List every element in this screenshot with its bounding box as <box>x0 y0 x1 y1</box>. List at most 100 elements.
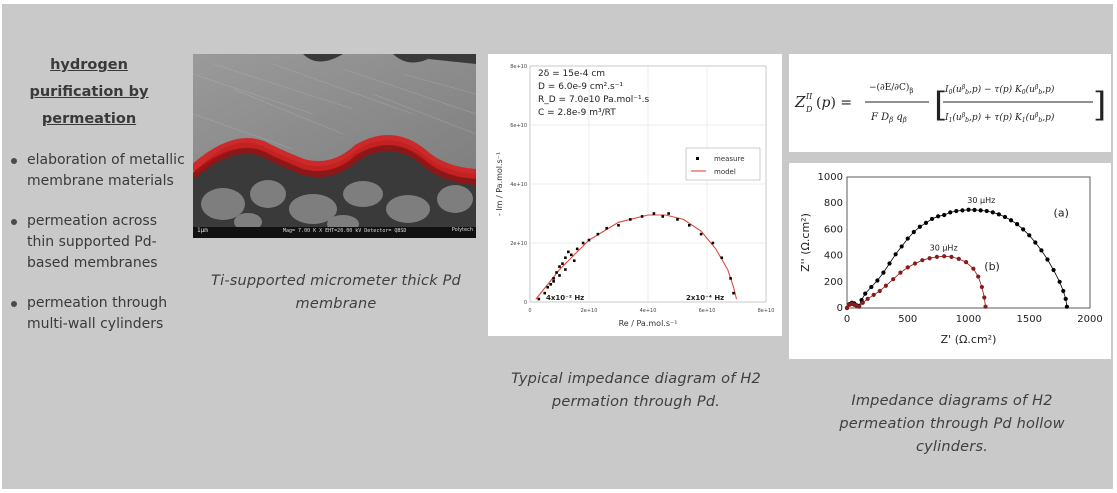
data-point <box>927 256 932 261</box>
x-axis-label: Z' (Ω.cm²) <box>941 333 997 346</box>
x-tick-label: 2e+10 <box>581 308 598 314</box>
y-tick-label: 1000 <box>818 172 843 183</box>
data-point <box>978 208 983 213</box>
y-tick-label: 2e+10 <box>510 241 527 247</box>
impedance-chart-2: 0 500 1000 1500 2000 0 200 400 600 800 1000 Z' (Ω.c… <box>789 163 1111 359</box>
data-point <box>971 266 976 271</box>
y-axis-label: - Im / Pa.mol.s⁻¹ <box>495 152 504 216</box>
data-point <box>871 292 876 297</box>
equation-svg: Z II D (p) = −(∂E/∂C)β F Dβ qβ [ I0(uβb,… <box>794 82 1106 125</box>
data-point <box>942 212 947 218</box>
data-point <box>912 261 918 266</box>
sem-caption: Ti-supported micrometer thick Pd membran… <box>211 273 461 312</box>
data-point <box>869 284 874 290</box>
data-point <box>1063 296 1068 301</box>
data-point <box>887 261 892 266</box>
data-point <box>1064 304 1070 309</box>
y-axis-label: Z'' (Ω.cm²) <box>799 213 812 272</box>
sem-image: 1µm Mag= 7.00 K X EHT=20.00 kV Detector=… <box>193 54 476 238</box>
data-point-measure <box>552 280 555 283</box>
data-point <box>865 296 870 301</box>
data-point-measure <box>558 265 561 268</box>
data-point <box>905 236 910 241</box>
svg-text:Z: Z <box>794 93 806 111</box>
list-item: permeation across thin supported Pd-base… <box>10 211 185 274</box>
data-point-measure <box>587 238 591 242</box>
data-point <box>1051 267 1056 273</box>
data-point-measure <box>629 218 632 221</box>
x-tick-label: 4e+10 <box>640 308 657 314</box>
data-point <box>1015 222 1020 227</box>
data-point <box>960 208 965 213</box>
data-point <box>920 258 925 263</box>
parameter-label: C = 2.8e-9 m³/RT <box>538 108 616 118</box>
svg-text:[: [ <box>934 85 947 125</box>
list-item: permeation through multi-wall cylinders <box>10 293 185 335</box>
data-point-measure <box>711 241 715 245</box>
frequency-label-b: 30 µHz <box>930 243 958 252</box>
data-point <box>956 256 961 261</box>
data-point-measure <box>605 226 608 230</box>
data-point <box>1061 288 1066 294</box>
data-point <box>899 244 904 249</box>
chart-2-svg: 0 500 1000 1500 2000 0 200 400 600 800 1000 Z' (Ω.c… <box>799 172 1103 346</box>
data-point-measure <box>581 241 585 245</box>
scale-bar-label: 1µm <box>197 227 208 234</box>
data-point <box>1027 233 1032 238</box>
legend-box <box>685 147 761 181</box>
data-point <box>948 210 953 215</box>
data-point <box>883 283 888 288</box>
y-tick-label: 400 <box>824 251 843 262</box>
data-point-measure <box>729 277 732 280</box>
svg-text:II: II <box>805 92 813 101</box>
impedance-chart-1: 0 2e+10 4e+10 6e+10 8e+10 0 2e+10 4e+10 6e+10 8e+… <box>488 54 782 336</box>
data-point-measure <box>667 212 670 215</box>
data-point-measure <box>570 253 573 257</box>
data-point <box>893 252 898 257</box>
data-point <box>1008 218 1014 223</box>
data-point-measure <box>546 285 549 289</box>
section-title: hydrogen purification by permeation <box>29 57 149 127</box>
data-point <box>984 208 989 214</box>
data-point <box>976 274 981 279</box>
data-point-measure <box>564 268 567 271</box>
sem-micrograph <box>193 54 476 238</box>
data-point-measure <box>640 215 644 218</box>
data-point-measure <box>572 259 576 262</box>
data-point-measure <box>552 277 555 280</box>
data-point <box>983 304 988 309</box>
legend-label-model: model <box>714 168 736 176</box>
data-point <box>1002 214 1008 220</box>
data-point <box>934 254 940 260</box>
data-point <box>877 288 882 294</box>
data-point-measure <box>561 262 564 265</box>
data-point <box>905 265 910 270</box>
y-tick-label: 4e+10 <box>510 182 527 188</box>
series-label-a: (a) <box>1054 206 1069 219</box>
data-point <box>1057 279 1062 284</box>
x-axis-label: Re / Pa.mol.s⁻¹ <box>619 319 678 328</box>
data-point <box>954 208 959 214</box>
svg-text:I0(uβb,p) − τ(p) K0(uβb,p): I0(uβb,p) − τ(p) K0(uβb,p) <box>944 84 1055 96</box>
y-tick-label: 0 <box>524 300 527 306</box>
data-point <box>844 305 850 311</box>
data-point <box>917 224 922 229</box>
data-point-measure <box>688 224 691 227</box>
sem-brand: Polytech <box>451 227 473 233</box>
data-point <box>972 207 977 213</box>
data-point-measure <box>652 212 656 215</box>
data-point-measure <box>567 250 570 254</box>
data-point <box>911 229 916 235</box>
data-point-measure <box>575 247 579 251</box>
x-tick-label: 0 <box>528 308 531 314</box>
data-point-measure <box>699 232 703 236</box>
data-point <box>1039 248 1044 253</box>
frequency-label-low: 4x10⁻² Hz <box>546 294 584 302</box>
svg-text:(p) =: (p) = <box>816 95 852 111</box>
topic-list: elaboration of metallic membrane materia… <box>10 150 185 354</box>
data-point <box>936 214 941 219</box>
data-point <box>923 220 929 225</box>
svg-text:F Dβ qβ: F Dβ qβ <box>870 112 907 124</box>
x-tick-label: 2000 <box>1077 314 1102 325</box>
data-point <box>979 284 984 290</box>
